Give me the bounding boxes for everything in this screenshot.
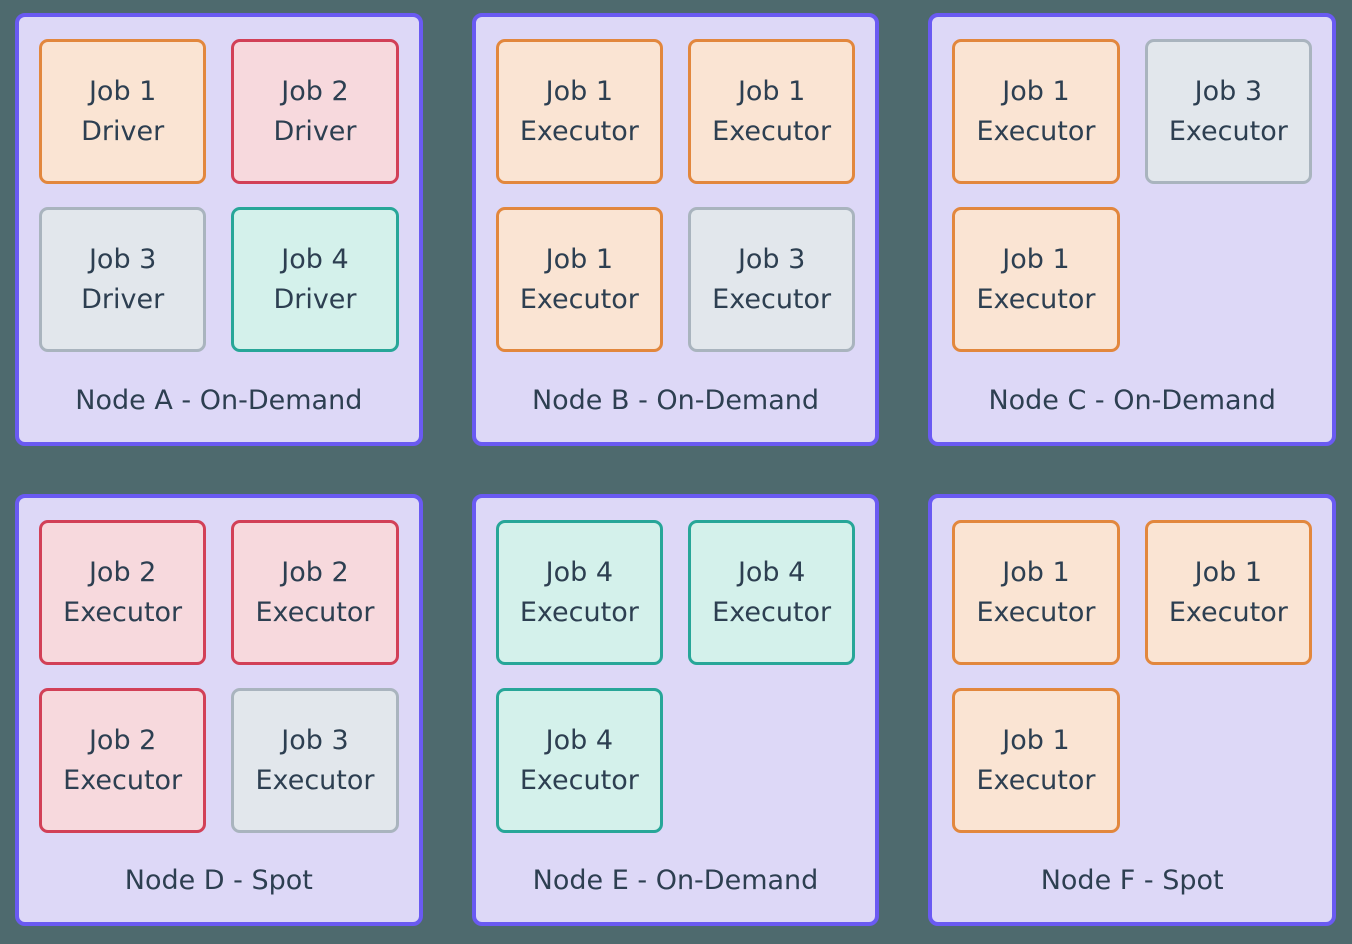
job-title: Job 1 xyxy=(737,75,806,107)
job-box: Job 1 Executor xyxy=(952,207,1120,352)
job-role: Executor xyxy=(519,283,639,315)
job-box: Job 1 Executor xyxy=(952,520,1120,665)
node-label-area: Node F - Spot xyxy=(952,833,1312,922)
node-label: Node C - On-Demand xyxy=(988,384,1276,416)
job-box: Job 4 Executor xyxy=(495,688,663,833)
node-label-area: Node B - On-Demand xyxy=(496,352,856,442)
job-box: Job 2 Executor xyxy=(39,520,207,665)
job-box: Job 1 Executor xyxy=(952,39,1120,184)
node-job-grid: Job 1 Executor Job 1 Executor Job 1 Exec… xyxy=(952,520,1312,833)
empty-job-slot xyxy=(1145,207,1312,352)
job-role: Executor xyxy=(712,283,832,315)
node-card: Job 2 Executor Job 2 Executor Job 2 Exec… xyxy=(15,494,423,926)
job-box: Job 1 Executor xyxy=(495,39,663,184)
node-job-grid: Job 1 Executor Job 1 Executor Job 1 Exec… xyxy=(495,39,856,352)
job-title: Job 1 xyxy=(1002,75,1070,107)
job-box: Job 1 Driver xyxy=(39,39,207,184)
job-title: Job 1 xyxy=(545,75,614,107)
node-label: Node F - Spot xyxy=(1040,865,1224,896)
node-card: Job 4 Executor Job 4 Executor Job 4 Exec… xyxy=(471,494,880,926)
job-role: Executor xyxy=(976,596,1096,628)
job-box: Job 4 Executor xyxy=(687,520,856,665)
job-role: Executor xyxy=(1168,115,1288,147)
node-label: Node A - On-Demand xyxy=(75,384,363,416)
job-role: Executor xyxy=(976,764,1096,796)
job-title: Job 4 xyxy=(545,556,614,588)
job-role: Executor xyxy=(255,764,375,796)
node-label-area: Node E - On-Demand xyxy=(496,833,856,922)
node-label: Node D - Spot xyxy=(124,865,313,896)
job-title: Job 4 xyxy=(737,556,806,588)
job-title: Job 1 xyxy=(1002,556,1070,588)
job-role: Driver xyxy=(273,115,357,147)
job-title: Job 2 xyxy=(281,556,349,588)
empty-job-slot xyxy=(688,688,855,833)
node-job-grid: Job 2 Executor Job 2 Executor Job 2 Exec… xyxy=(39,520,399,833)
node-label-area: Node A - On-Demand xyxy=(39,352,399,442)
job-box: Job 2 Executor xyxy=(39,688,207,833)
job-box: Job 1 Executor xyxy=(495,207,663,352)
job-title: Job 1 xyxy=(1002,243,1070,275)
job-role: Driver xyxy=(273,283,357,315)
job-box: Job 4 Executor xyxy=(495,520,663,665)
node-job-grid: Job 1 Executor Job 3 Executor Job 1 Exec… xyxy=(952,39,1312,352)
node-card: Job 1 Executor Job 3 Executor Job 1 Exec… xyxy=(928,13,1336,446)
job-role: Executor xyxy=(63,596,183,628)
job-title: Job 2 xyxy=(88,556,157,588)
job-title: Job 2 xyxy=(281,75,349,107)
job-title: Job 3 xyxy=(737,243,806,275)
job-box: Job 3 Executor xyxy=(231,688,399,833)
job-box: Job 1 Executor xyxy=(687,39,856,184)
node-card: Job 1 Executor Job 1 Executor Job 1 Exec… xyxy=(471,13,880,446)
node-label: Node B - On-Demand xyxy=(531,384,820,416)
job-box: Job 2 Executor xyxy=(231,520,399,665)
job-role: Executor xyxy=(63,764,183,796)
job-title: Job 3 xyxy=(281,724,349,756)
node-job-grid: Job 1 Driver Job 2 Driver Job 3 Driver J… xyxy=(39,39,399,352)
job-box: Job 3 Executor xyxy=(687,207,856,352)
node-card: Job 1 Driver Job 2 Driver Job 3 Driver J… xyxy=(15,13,423,446)
job-title: Job 1 xyxy=(88,75,157,107)
node-job-grid: Job 4 Executor Job 4 Executor Job 4 Exec… xyxy=(495,520,856,833)
job-role: Executor xyxy=(1168,596,1288,628)
job-role: Executor xyxy=(976,283,1096,315)
node-card: Job 1 Executor Job 1 Executor Job 1 Exec… xyxy=(928,494,1336,926)
node-label-area: Node D - Spot xyxy=(39,833,399,922)
node-label: Node E - On-Demand xyxy=(532,865,819,896)
job-title: Job 3 xyxy=(1194,75,1263,107)
node-label-area: Node C - On-Demand xyxy=(952,352,1312,442)
job-title: Job 1 xyxy=(1002,724,1070,756)
job-role: Executor xyxy=(519,596,639,628)
job-title: Job 4 xyxy=(545,724,614,756)
job-box: Job 3 Driver xyxy=(39,207,207,352)
job-box: Job 1 Executor xyxy=(952,688,1120,833)
job-role: Executor xyxy=(976,115,1096,147)
job-role: Driver xyxy=(81,115,165,147)
job-role: Executor xyxy=(519,115,639,147)
job-role: Executor xyxy=(519,764,639,796)
job-box: Job 4 Driver xyxy=(231,207,399,352)
job-box: Job 1 Executor xyxy=(1144,520,1312,665)
empty-job-slot xyxy=(1145,688,1312,833)
job-title: Job 4 xyxy=(281,243,349,275)
job-role: Executor xyxy=(255,596,375,628)
job-box: Job 2 Driver xyxy=(231,39,399,184)
job-title: Job 1 xyxy=(1194,556,1263,588)
job-role: Executor xyxy=(712,115,832,147)
job-title: Job 3 xyxy=(88,243,157,275)
job-title: Job 2 xyxy=(88,724,157,756)
job-title: Job 1 xyxy=(545,243,614,275)
job-role: Driver xyxy=(81,283,165,315)
job-box: Job 3 Executor xyxy=(1144,39,1312,184)
job-role: Executor xyxy=(712,596,832,628)
